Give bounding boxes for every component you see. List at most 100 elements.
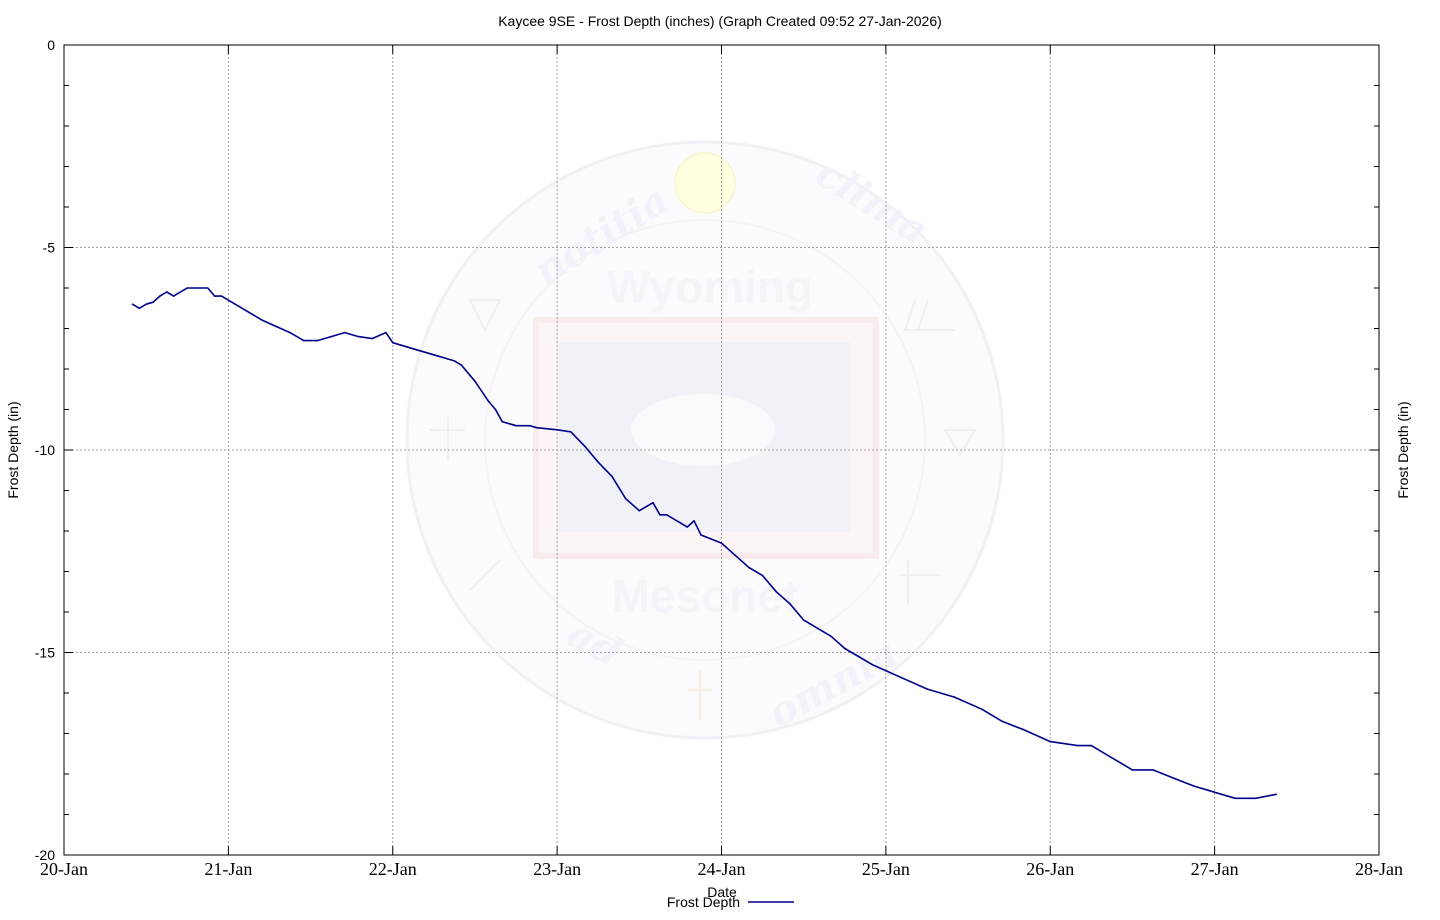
- data-point: [556, 429, 558, 431]
- data-point: [844, 647, 846, 650]
- data-point: [775, 591, 778, 593]
- data-point: [371, 337, 374, 340]
- data-point: [1152, 769, 1154, 771]
- data-point: [138, 307, 141, 310]
- data-point: [679, 522, 682, 524]
- y-tick-label: -5: [43, 240, 56, 256]
- data-point: [316, 339, 319, 342]
- data-point: [1275, 793, 1278, 796]
- data-point: [234, 303, 236, 306]
- data-point: [686, 526, 689, 528]
- data-point: [659, 514, 661, 516]
- data-point: [453, 360, 456, 362]
- data-point: [583, 445, 586, 447]
- data-point: [193, 287, 195, 289]
- y-axis-label-right: Frost Depth (in): [1395, 401, 1411, 498]
- data-point: [474, 380, 476, 383]
- data-point: [357, 335, 360, 338]
- data-point: [433, 354, 435, 356]
- data-point: [152, 301, 154, 304]
- y-axis-label-left: Frost Depth (in): [5, 401, 21, 498]
- mesonet-seal-watermark: Wyoming Mesonet notitia clima ad omnia: [405, 140, 1005, 740]
- data-point: [515, 424, 517, 427]
- data-point: [898, 676, 901, 678]
- data-point: [248, 311, 250, 314]
- watermark-mesonet: Mesonet: [612, 570, 799, 622]
- data-point: [330, 335, 332, 338]
- x-tick-label: 25-Jan: [862, 859, 910, 879]
- data-point: [1111, 757, 1113, 759]
- data-point: [1254, 797, 1257, 800]
- data-point: [789, 603, 791, 605]
- data-point: [385, 331, 387, 334]
- data-point: [1001, 720, 1004, 723]
- data-point: [871, 663, 873, 666]
- x-tick-label: 20-Jan: [40, 859, 88, 879]
- data-point: [302, 339, 305, 342]
- data-point: [597, 461, 599, 464]
- data-point: [412, 348, 415, 350]
- data-point: [131, 303, 134, 306]
- data-point: [720, 542, 723, 544]
- legend: Frost Depth: [667, 894, 794, 910]
- data-point: [1234, 797, 1236, 800]
- data-points: [131, 287, 1278, 800]
- data-point: [857, 655, 860, 658]
- data-point: [535, 426, 538, 429]
- data-point: [207, 287, 209, 289]
- data-point: [693, 520, 695, 522]
- data-point: [200, 287, 202, 289]
- data-point: [261, 319, 264, 322]
- data-point: [1207, 789, 1209, 791]
- grid: [64, 45, 1379, 855]
- y-tick-label: 0: [47, 37, 55, 53]
- data-point: [611, 475, 613, 478]
- data-point: [487, 400, 490, 403]
- data-point: [638, 509, 641, 512]
- watermark-wyoming: Wyoming: [607, 261, 813, 313]
- data-point: [981, 708, 983, 710]
- x-tick-label: 26-Jan: [1026, 859, 1074, 879]
- y-tick-label: -20: [35, 847, 55, 863]
- data-point: [501, 420, 504, 423]
- x-tick-labels: 20-Jan 21-Jan 22-Jan 23-Jan 24-Jan 25-Jan 26-J…: [40, 859, 1403, 879]
- x-tick-label: 24-Jan: [698, 859, 746, 879]
- data-point: [761, 574, 764, 577]
- data-point: [734, 554, 736, 557]
- data-point: [830, 635, 832, 638]
- data-point: [1220, 793, 1223, 796]
- data-point: [145, 303, 147, 306]
- data-point: [665, 514, 668, 516]
- data-point: [1022, 728, 1024, 731]
- data-point: [179, 291, 182, 293]
- data-point: [159, 295, 161, 297]
- data-point: [275, 325, 278, 328]
- data-point: [165, 291, 168, 293]
- data-point: [926, 688, 928, 690]
- x-axis-label: Date: [707, 884, 737, 900]
- data-point: [494, 408, 497, 411]
- y-tick-label: -10: [35, 442, 55, 458]
- x-tick-label: 22-Jan: [369, 859, 417, 879]
- data-point: [344, 331, 346, 334]
- data-point: [172, 295, 175, 297]
- data-point: [186, 287, 189, 289]
- x-tick-label: 23-Jan: [533, 859, 581, 879]
- data-point: [802, 619, 805, 621]
- data-point: [220, 295, 223, 297]
- data-point: [652, 501, 654, 504]
- x-tick-label: 21-Jan: [204, 859, 252, 879]
- chart-title: Kaycee 9SE - Frost Depth (inches) (Graph…: [498, 13, 942, 29]
- bison-icon: [631, 394, 775, 466]
- data-point: [816, 627, 819, 629]
- data-point: [1076, 744, 1079, 747]
- data-point: [624, 497, 627, 500]
- data-point: [748, 566, 750, 569]
- data-point: [460, 364, 463, 366]
- sun-icon: [674, 152, 736, 214]
- data-point: [213, 295, 216, 297]
- data-point: [1090, 744, 1093, 747]
- legend-label: Frost Depth: [667, 894, 740, 910]
- data-point: [1131, 769, 1134, 771]
